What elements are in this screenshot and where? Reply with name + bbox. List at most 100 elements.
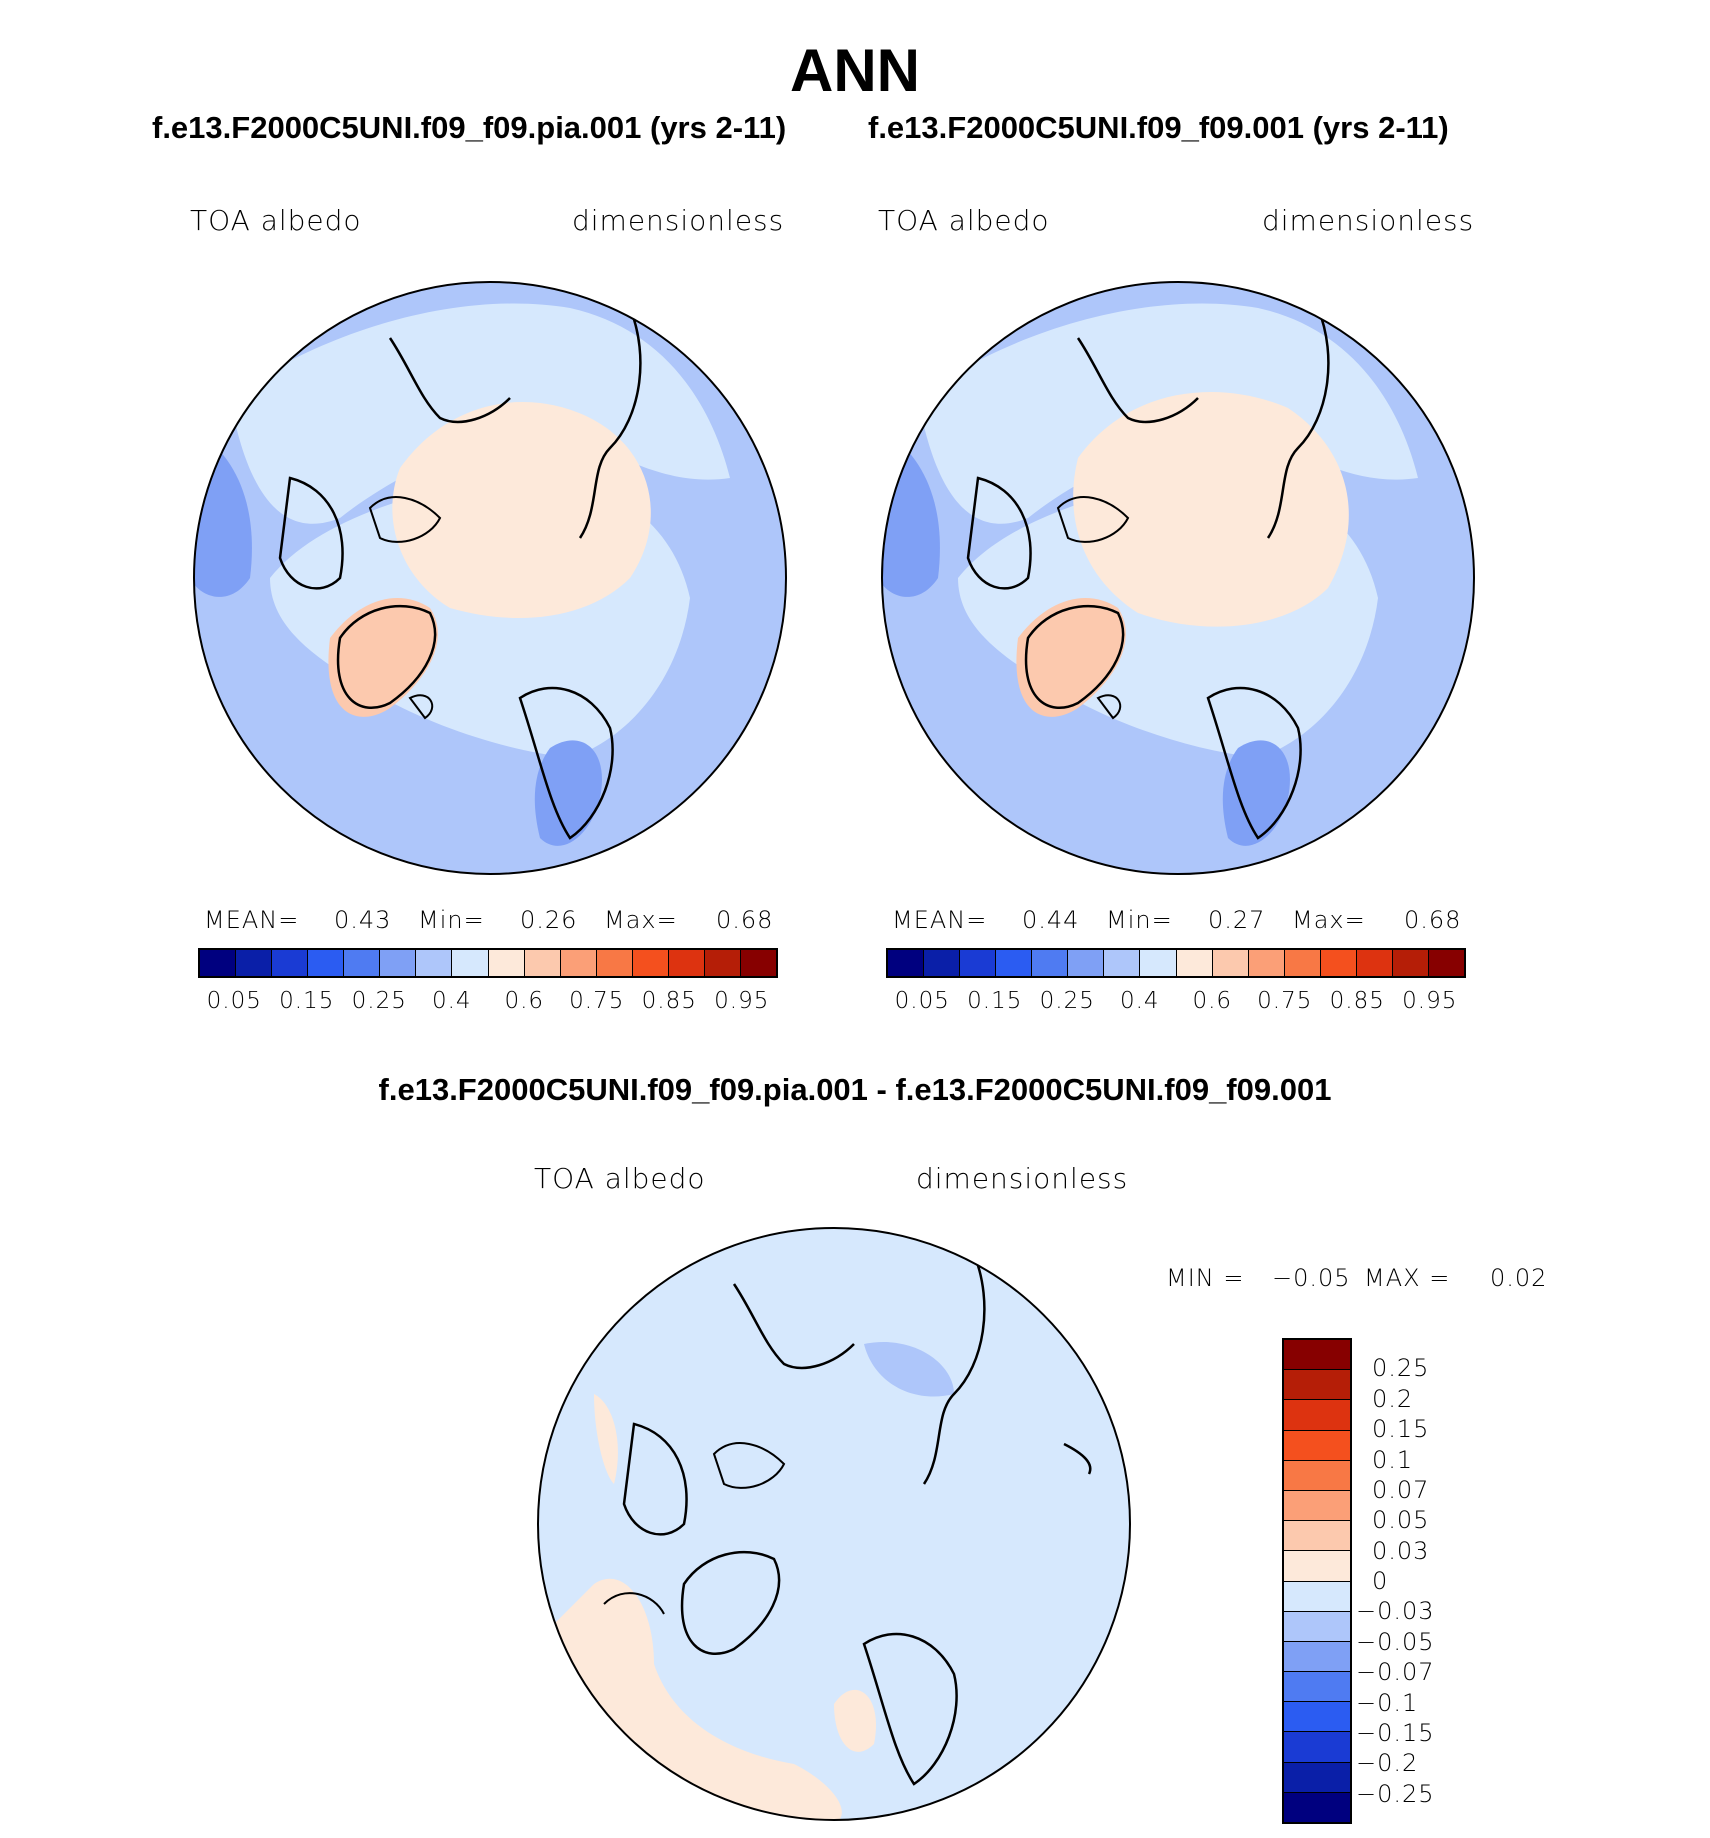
colorbar-swatch [960,950,997,976]
colorbar-swatch [272,950,309,976]
right-case-title: f.e13.F2000C5UNI.f09_f09.001 (yrs 2-11) [868,110,1449,145]
right-max-label: Max= [1292,906,1366,934]
right-min-label: Min= [1106,906,1173,934]
diff-units-label: dimensionless [916,1162,1129,1195]
colorbar-swatch [1104,950,1141,976]
colorbar-tick-label: 0.1 [1372,1445,1414,1474]
colorbar-swatch [1140,950,1177,976]
colorbar-tick-label: 0.15 [279,988,335,1014]
colorbar-swatch [924,950,961,976]
colorbar-tick-label: −0.1 [1356,1688,1419,1717]
diff-case-title: f.e13.F2000C5UNI.f09_f09.pia.001 - f.e13… [378,1072,1332,1107]
left-polar-map [193,281,787,875]
colorbar-swatch [1284,1400,1350,1431]
colorbar-swatch [1284,1762,1350,1793]
colorbar-swatch [632,950,669,976]
left-units-label: dimensionless [572,204,785,237]
colorbar-tick-label: 0.75 [1257,988,1313,1014]
left-max-value: 0.68 [716,906,774,934]
colorbar-swatch [1248,950,1285,976]
figure-title: ANN [790,37,920,104]
left-colorbar [198,948,778,978]
colorbar-tick-label: −0.15 [1356,1718,1435,1747]
left-variable-label: TOA albedo [190,204,362,237]
diff-colorbar [1282,1338,1352,1824]
colorbar-swatch [1284,1370,1350,1401]
colorbar-tick-label: 0.6 [1192,988,1233,1014]
colorbar-swatch [200,950,237,976]
colorbar-tick-label: 0.25 [1039,988,1095,1014]
colorbar-swatch [560,950,597,976]
colorbar-tick-label: 0.85 [1329,988,1385,1014]
diff-polar-map [537,1227,1131,1821]
colorbar-swatch [452,950,489,976]
colorbar-swatch [1068,950,1105,976]
colorbar-tick-label: 0.15 [967,988,1023,1014]
colorbar-swatch [668,950,705,976]
colorbar-swatch [1428,950,1464,976]
colorbar-tick-label: −0.2 [1356,1749,1419,1778]
right-max-value: 0.68 [1404,906,1462,934]
colorbar-tick-label: 0.05 [894,988,950,1014]
colorbar-swatch [888,950,925,976]
colorbar-swatch [1284,950,1321,976]
colorbar-swatch [308,950,345,976]
colorbar-swatch [1284,1581,1350,1612]
colorbar-tick-label: 0.03 [1372,1536,1430,1565]
colorbar-tick-label: 0.95 [714,988,770,1014]
colorbar-tick-label: 0.4 [431,988,472,1014]
colorbar-swatch [344,950,381,976]
colorbar-swatch [1176,950,1213,976]
right-colorbar [886,948,1466,978]
left-min-label: Min= [418,906,485,934]
colorbar-swatch [1284,1340,1350,1371]
colorbar-swatch [1284,1732,1350,1763]
colorbar-swatch [1032,950,1069,976]
colorbar-swatch [596,950,633,976]
colorbar-swatch [524,950,561,976]
colorbar-tick-label: 0.4 [1119,988,1160,1014]
colorbar-tick-label: −0.03 [1356,1597,1435,1626]
colorbar-tick-label: 0.25 [351,988,407,1014]
colorbar-tick-label: 0.05 [1372,1506,1430,1535]
colorbar-swatch [1356,950,1393,976]
colorbar-swatch [1284,1702,1350,1733]
colorbar-swatch [704,950,741,976]
colorbar-swatch [1284,1490,1350,1522]
colorbar-swatch [416,950,453,976]
diff-max-value: 0.02 [1490,1264,1548,1292]
right-polar-map [881,281,1475,875]
diff-variable-label: TOA albedo [534,1162,706,1195]
colorbar-tick-label: 0.85 [641,988,697,1014]
colorbar-tick-label: −0.05 [1356,1627,1435,1656]
left-mean-label: MEAN= [204,906,300,934]
colorbar-swatch [740,950,776,976]
left-max-label: Max= [604,906,678,934]
colorbar-swatch [236,950,273,976]
colorbar-swatch [1284,1521,1350,1552]
colorbar-swatch [1284,1551,1350,1582]
colorbar-tick-label: 0 [1372,1567,1389,1595]
colorbar-swatch [380,950,417,976]
diff-min-label: MIN = [1166,1264,1245,1292]
colorbar-swatch [1392,950,1429,976]
diff-min-value: −0.05 [1272,1264,1351,1292]
colorbar-swatch [996,950,1033,976]
colorbar-tick-label: 0.2 [1372,1384,1414,1413]
right-mean-value: 0.44 [1022,906,1080,934]
colorbar-tick-label: 0.25 [1372,1354,1430,1383]
right-min-value: 0.27 [1208,906,1266,934]
diff-max-label: MAX = [1364,1264,1451,1292]
colorbar-tick-label: 0.05 [206,988,262,1014]
colorbar-tick-label: 0.6 [504,988,545,1014]
right-units-label: dimensionless [1262,204,1475,237]
colorbar-tick-label: 0.75 [569,988,625,1014]
right-mean-label: MEAN= [892,906,988,934]
colorbar-tick-label: 0.15 [1372,1415,1430,1444]
colorbar-swatch [1284,1672,1350,1703]
right-variable-label: TOA albedo [878,204,1050,237]
left-case-title: f.e13.F2000C5UNI.f09_f09.pia.001 (yrs 2-… [152,110,787,145]
colorbar-swatch [1212,950,1249,976]
colorbar-swatch [1284,1641,1350,1673]
left-min-value: 0.26 [520,906,578,934]
